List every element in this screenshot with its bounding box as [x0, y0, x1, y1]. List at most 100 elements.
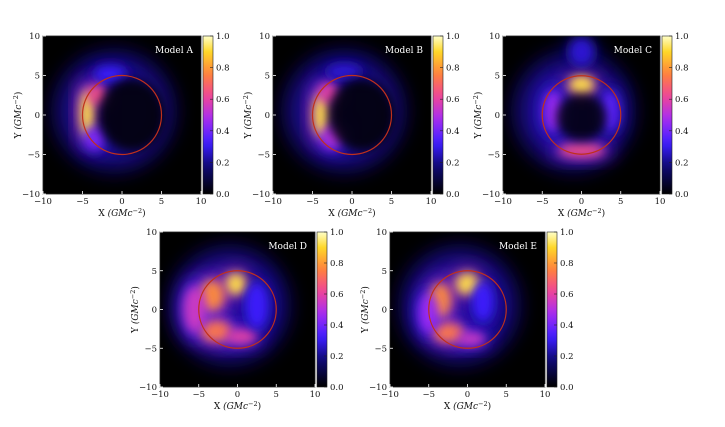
panel-model-b: Model B −10 −5 0 5 10 10 5 0 −5 −10 X (GMc−2) Y (GMc…	[242, 32, 460, 219]
panel-model-d: Model D −10 −5 0 5 10 10 5 0 −5 −10 X (GMc−2) Y (GMc…	[129, 228, 344, 412]
emission-image	[280, 47, 408, 175]
colorbar-tick-label: 0.6	[675, 95, 689, 105]
colorbar-tick-label: 0.4	[216, 127, 230, 137]
emission-blob	[568, 37, 595, 66]
colorbar-tick-label: 1.0	[216, 32, 230, 42]
y-tick-label: −10	[22, 190, 40, 200]
y-tick-label: 10	[259, 32, 270, 42]
colorbar-tick-label: 0.6	[560, 290, 574, 300]
emission-blob	[313, 93, 330, 137]
colorbar-tick-label: 0.2	[675, 158, 689, 168]
photon-ring	[81, 74, 163, 156]
y-axis-label: Y (GMc−2)	[12, 92, 24, 140]
x-tick-label: 5	[159, 197, 164, 207]
colorbar-tick-label: 0.0	[675, 190, 689, 200]
colorbar-tick-label: 0.6	[330, 290, 344, 300]
photon-ring	[198, 270, 277, 349]
y-tick-label: −5	[487, 151, 500, 161]
x-tick-label: 0	[119, 197, 124, 207]
y-tick-label: 5	[382, 267, 387, 277]
model-label: Model C	[614, 46, 652, 56]
x-tick-label: 10	[426, 197, 437, 207]
colorbar-tick-label: 0.2	[330, 352, 344, 362]
x-axis-label: X (GMc−2)	[98, 207, 145, 219]
y-tick-label: 0	[265, 111, 270, 121]
colorbar-tick-label: 0.0	[560, 383, 574, 393]
y-tick-label: −10	[252, 190, 270, 200]
colorbar-tick-label: 1.0	[560, 228, 574, 238]
colorbar-tick-label: 0.8	[560, 259, 574, 269]
y-tick-label: 0	[152, 306, 157, 316]
y-tick-label: −10	[369, 383, 387, 393]
x-tick-label: −5	[536, 197, 549, 207]
panel-model-e: Model E −10 −5 0 5 10 10 5 0 −5 −10 X (GMc−2) Y (GMc…	[359, 228, 574, 412]
y-tick-label: 0	[382, 306, 387, 316]
photon-ring	[428, 270, 507, 349]
y-tick-label: −10	[139, 383, 157, 393]
y-tick-label: 0	[495, 111, 500, 121]
emission-image	[510, 36, 637, 174]
colorbar-tick-label: 0.4	[675, 127, 689, 137]
colorbar-tick-label: 0.4	[560, 321, 574, 331]
y-axis-label: Y (GMc−2)	[242, 92, 254, 140]
x-tick-label: −5	[192, 390, 205, 400]
colorbar	[546, 231, 558, 388]
x-tick-label: −5	[76, 197, 89, 207]
colorbar	[202, 35, 214, 195]
y-tick-label: −5	[257, 151, 270, 161]
colorbar-tick-label: 0.0	[330, 383, 344, 393]
colorbar-tick-label: 0.0	[446, 190, 460, 200]
colorbar	[661, 35, 673, 195]
x-tick-label: 5	[389, 197, 394, 207]
y-axis-label: Y (GMc−2)	[472, 92, 484, 140]
colorbar-tick-label: 1.0	[446, 32, 460, 42]
model-label: Model E	[499, 242, 537, 252]
panel-model-a: Model A −10 −5 0 5 10 10 5 0 −5 −10 X (GMc−2) Y (GMc…	[12, 32, 230, 219]
emission-image	[50, 47, 178, 175]
emission-blob	[326, 63, 362, 80]
shadow-region	[328, 78, 395, 152]
x-tick-label: 5	[504, 390, 509, 400]
x-tick-label: 5	[274, 390, 279, 400]
y-tick-label: 5	[265, 72, 270, 82]
y-tick-label: 5	[152, 267, 157, 277]
colorbar-tick-label: 0.8	[675, 64, 689, 74]
emission-image	[397, 243, 522, 368]
x-tick-label: −5	[306, 197, 319, 207]
colorbar-tick-label: 1.0	[330, 228, 344, 238]
y-tick-label: 10	[29, 32, 40, 42]
emission-blob	[245, 282, 269, 329]
emission-blob	[455, 273, 480, 295]
y-axis-label: Y (GMc−2)	[129, 286, 141, 334]
x-tick-label: −10	[151, 390, 169, 400]
emission-blob	[225, 273, 247, 295]
emission-blob	[183, 286, 207, 333]
colorbar-tick-label: 0.2	[446, 158, 460, 168]
emission-blob	[84, 126, 105, 151]
x-tick-label: 10	[196, 197, 207, 207]
y-tick-label: 5	[495, 72, 500, 82]
colorbar-tick-label: 0.8	[446, 64, 460, 74]
x-axis-label: X (GMc−2)	[444, 400, 491, 412]
y-tick-label: 10	[489, 32, 500, 42]
x-tick-label: 0	[579, 197, 584, 207]
y-tick-label: 10	[376, 228, 387, 238]
y-tick-label: −5	[27, 151, 40, 161]
colorbar-tick-label: 0.4	[446, 127, 460, 137]
x-tick-label: −10	[494, 197, 512, 207]
emission-blob	[457, 331, 486, 346]
emission-blob	[200, 320, 232, 343]
model-label: Model D	[268, 242, 307, 252]
x-tick-label: −10	[34, 197, 52, 207]
colorbar-tick-label: 0.6	[446, 95, 460, 105]
shadow-region	[556, 93, 607, 141]
x-tick-label: 0	[349, 197, 354, 207]
shadow-region	[98, 78, 165, 152]
colorbar-tick-label: 1.0	[675, 32, 689, 42]
x-tick-label: 10	[540, 390, 551, 400]
colorbar-tick-label: 0.2	[560, 352, 574, 362]
colorbar	[316, 231, 328, 388]
x-tick-label: 10	[655, 197, 666, 207]
emission-blob	[557, 143, 606, 158]
